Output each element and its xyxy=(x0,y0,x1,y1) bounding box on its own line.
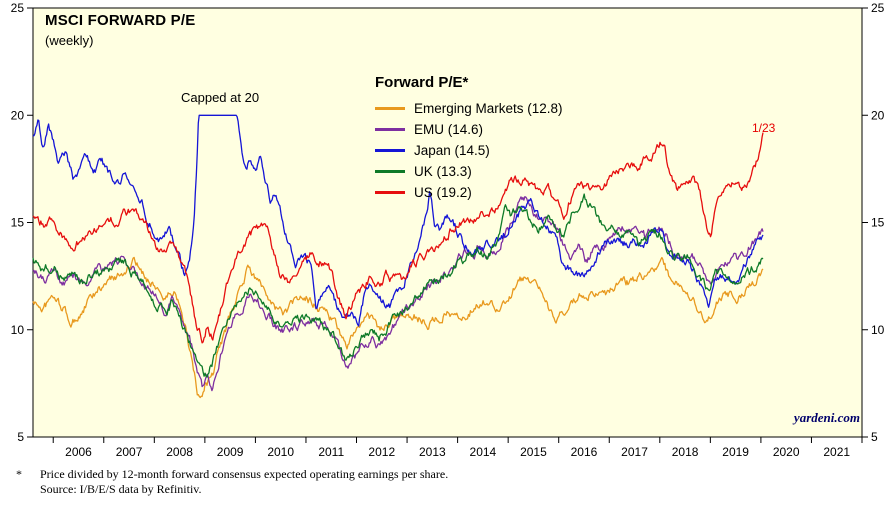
x-tick-label: 2013 xyxy=(419,445,446,459)
legend-item-emu: EMU (14.6) xyxy=(375,119,563,140)
x-tick-label: 2017 xyxy=(621,445,648,459)
x-tick-label: 2019 xyxy=(722,445,749,459)
x-tick-label: 2016 xyxy=(571,445,598,459)
series-line-emu xyxy=(32,196,764,392)
y-tick-label-right: 20 xyxy=(871,108,885,122)
x-tick-label: 2008 xyxy=(166,445,193,459)
watermark: yardeni.com xyxy=(793,410,860,425)
plot-frame xyxy=(32,7,863,438)
x-tick-label: 2012 xyxy=(368,445,395,459)
us-line-swatch xyxy=(375,191,405,194)
footnote-line1: Price divided by 12-month forward consen… xyxy=(40,467,449,481)
x-tick-label: 2006 xyxy=(65,445,92,459)
legend-item-label: Japan (14.5) xyxy=(414,143,490,158)
y-tick-label-right: 5 xyxy=(871,430,878,444)
legend-item-japan: Japan (14.5) xyxy=(375,140,563,161)
x-tick-label: 2010 xyxy=(267,445,294,459)
x-tick-label: 2018 xyxy=(672,445,699,459)
footnote: * Price divided by 12-month forward cons… xyxy=(16,467,448,497)
x-tick-label: 2020 xyxy=(773,445,800,459)
legend-item-label: UK (13.3) xyxy=(414,164,472,179)
series-line-uk xyxy=(32,193,764,378)
latest-date-label: 1/23 xyxy=(752,121,776,135)
y-tick-label-right: 10 xyxy=(871,323,885,337)
legend-title: Forward P/E* xyxy=(375,74,469,91)
y-tick-label-left: 25 xyxy=(11,1,25,15)
uk-line-swatch xyxy=(375,170,405,173)
japan-line-swatch xyxy=(375,149,405,152)
chart-title: MSCI FORWARD P/E xyxy=(45,12,196,29)
legend-item-us: US (19.2) xyxy=(375,182,563,203)
y-tick-label-left: 15 xyxy=(11,216,25,230)
footnote-spacer xyxy=(16,482,40,497)
legend-item-label: EMU (14.6) xyxy=(414,122,484,137)
x-tick-label: 2014 xyxy=(470,445,497,459)
y-tick-label-left: 10 xyxy=(11,323,25,337)
y-tick-label-right: 15 xyxy=(871,216,885,230)
capped-annotation: Capped at 20 xyxy=(181,90,260,105)
x-tick-label: 2021 xyxy=(823,445,850,459)
legend-item-emerging-markets: Emerging Markets (12.8) xyxy=(375,98,563,119)
x-tick-label: 2015 xyxy=(520,445,547,459)
emu-line-swatch xyxy=(375,128,405,131)
y-tick-label-left: 5 xyxy=(17,430,24,444)
legend: Forward P/E* Emerging Markets (12.8) EMU… xyxy=(375,74,563,203)
legend-item-label: US (19.2) xyxy=(414,185,472,200)
y-tick-label-right: 25 xyxy=(871,1,885,15)
legend-item-label: Emerging Markets (12.8) xyxy=(414,101,563,116)
chart-subtitle: (weekly) xyxy=(45,33,94,48)
x-tick-label: 2009 xyxy=(217,445,244,459)
footnote-star: * xyxy=(16,467,22,481)
legend-item-uk: UK (13.3) xyxy=(375,161,563,182)
x-tick-label: 2007 xyxy=(116,445,143,459)
series-line-japan xyxy=(32,114,764,327)
x-tick-label: 2011 xyxy=(318,445,344,459)
y-tick-label-left: 20 xyxy=(11,108,25,122)
series-line-us xyxy=(32,132,764,344)
emerging-markets-line-swatch xyxy=(375,107,405,110)
footnote-line2: Source: I/B/E/S data by Refinitiv. xyxy=(40,482,202,496)
